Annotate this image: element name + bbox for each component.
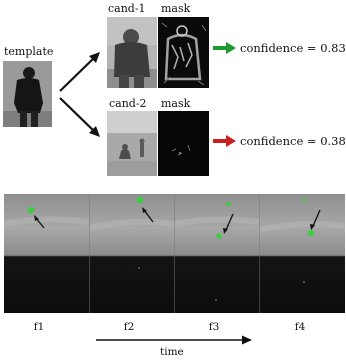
frame-label-f1: f1 [33,321,45,333]
template-label: template [4,45,54,58]
cand-2-confidence: confidence = 0.38 [240,134,346,148]
cand-1-confidence: confidence = 0.83 [240,41,346,55]
cand-2-mask [158,111,209,176]
frame-strip [4,194,345,313]
frame-label-f2: f2 [123,321,135,333]
f3-marker-b [216,233,222,239]
f4-marker-a [302,198,306,202]
cand-1-label: cand-1 [108,2,146,15]
cand-2-label: cand-2 [109,97,147,110]
cand-2-mask-label: mask [161,97,191,110]
frame-label-f4: f4 [294,321,306,333]
f3-marker-a [227,202,231,206]
cand-2-image [107,111,157,176]
f4-marker-b [308,230,314,236]
template-image [3,61,52,127]
f2-marker [136,196,144,204]
cand-1-mask-label: mask [161,2,191,15]
cand-1-mask [158,17,209,88]
time-label: time [160,346,184,358]
frame-label-f3: f3 [208,321,220,333]
f1-marker [27,206,35,214]
cand-1-image [107,17,157,88]
